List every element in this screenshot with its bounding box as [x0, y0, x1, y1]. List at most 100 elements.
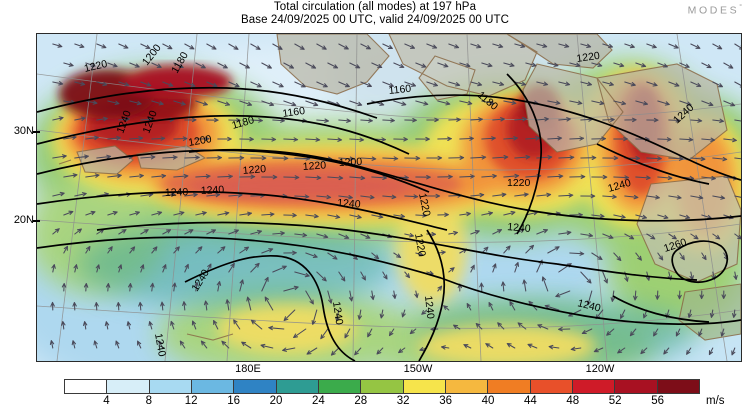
wind-arrow	[404, 117, 417, 123]
wind-arrow	[547, 174, 564, 179]
svg-text:1240: 1240	[422, 295, 436, 320]
svg-text:1240: 1240	[576, 297, 602, 314]
wind-arrow	[657, 62, 668, 68]
map-clip: 1220 1200 1180 1160 1180 1160 1180 1200 …	[37, 34, 741, 361]
wind-arrow	[379, 309, 385, 319]
wind-arrow	[217, 136, 232, 142]
wind-arrow	[479, 282, 484, 292]
wind-arrow	[241, 341, 252, 349]
wind-arrow	[184, 81, 196, 87]
wind-arrow	[488, 301, 494, 311]
wind-arrow	[283, 309, 296, 322]
wind-arrow	[261, 276, 269, 292]
wind-arrow	[162, 155, 178, 160]
wind-arrow	[173, 136, 188, 141]
wind-arrow	[250, 262, 260, 273]
wind-arrow	[360, 43, 371, 50]
colorbar	[64, 379, 700, 394]
colorbar-cell-2	[149, 380, 192, 393]
wind-arrow	[481, 173, 497, 179]
wind-arrow	[360, 156, 377, 161]
wind-arrow	[393, 100, 407, 106]
wind-arrow	[398, 347, 406, 354]
wind-arrow	[492, 81, 505, 87]
wind-arrow	[613, 136, 628, 142]
wind-arrow	[470, 155, 487, 160]
svg-text:1240: 1240	[330, 301, 345, 326]
wind-arrow	[338, 156, 355, 161]
wind-arrow	[712, 118, 725, 124]
wind-arrow	[536, 155, 553, 160]
lon-label-120w: 120W	[585, 363, 615, 375]
wind-arrow	[668, 156, 684, 161]
wind-arrow	[485, 343, 494, 349]
wind-arrow	[61, 320, 66, 330]
wind-arrow	[558, 230, 572, 236]
wind-arrow	[283, 175, 300, 180]
wind-arrow	[624, 233, 635, 240]
chart-title-line2: Base 24/09/2025 00 UTC, valid 24/09/2025…	[240, 14, 510, 26]
wind-arrow	[327, 214, 341, 219]
wind-arrow	[548, 344, 560, 350]
wind-arrow	[679, 137, 694, 142]
wind-arrow	[172, 282, 177, 292]
wind-arrow	[327, 252, 338, 260]
wind-arrow	[426, 117, 439, 123]
wind-arrow	[470, 81, 483, 87]
wind-arrow	[382, 271, 388, 280]
colorbar-unit-label: m/s	[706, 395, 725, 407]
wind-arrow	[107, 100, 120, 106]
svg-text:1220: 1220	[507, 177, 531, 189]
wind-arrow	[206, 192, 221, 198]
wind-arrow	[173, 173, 189, 179]
wind-arrow	[184, 192, 198, 198]
wind-arrow	[657, 100, 670, 106]
wind-arrow	[701, 137, 716, 143]
wind-arrow	[586, 290, 593, 306]
wind-arrow	[93, 340, 98, 349]
wind-arrow	[306, 347, 318, 355]
wind-arrow	[591, 213, 605, 219]
wind-arrow	[437, 285, 443, 292]
wind-arrow	[173, 100, 186, 106]
wind-arrow	[657, 175, 673, 181]
wind-arrow	[514, 116, 527, 122]
wind-arrow	[415, 252, 424, 257]
wind-arrow	[602, 117, 615, 122]
wind-arrow	[690, 81, 702, 87]
wind-arrow	[376, 347, 384, 355]
svg-text:1220: 1220	[576, 50, 601, 65]
wind-arrow	[392, 290, 397, 300]
wind-arrow	[137, 340, 142, 349]
wind-arrow	[330, 347, 340, 356]
wind-arrow	[569, 251, 585, 256]
wind-arrow	[580, 233, 594, 238]
wind-arrow	[470, 43, 482, 49]
wind-arrow	[96, 43, 107, 49]
colorbar-cell-9	[445, 380, 489, 393]
wind-vector-layer	[49, 43, 741, 356]
wind-arrow	[316, 81, 328, 88]
wind-arrow	[85, 100, 98, 105]
wind-arrow	[162, 43, 173, 50]
wind-arrow	[129, 62, 140, 68]
wind-arrow	[382, 156, 399, 161]
wind-arrow	[698, 328, 703, 337]
wind-arrow	[437, 136, 452, 142]
wind-arrow	[194, 281, 199, 292]
colorbar-tick-40: 40	[481, 395, 495, 407]
wind-arrow	[200, 340, 208, 349]
wind-arrow	[74, 81, 86, 86]
wind-arrow	[250, 319, 263, 330]
wind-arrow	[127, 282, 133, 292]
wind-arrow	[448, 155, 465, 160]
wind-arrow	[272, 43, 283, 50]
svg-text:1200: 1200	[187, 133, 212, 149]
wind-arrow	[107, 62, 118, 68]
wind-arrow	[677, 290, 682, 300]
wind-arrow	[690, 43, 701, 49]
wind-arrow	[294, 271, 310, 278]
wind-arrow	[448, 267, 455, 273]
wind-arrow	[160, 301, 165, 311]
colorbar-tick-56: 56	[651, 395, 664, 407]
